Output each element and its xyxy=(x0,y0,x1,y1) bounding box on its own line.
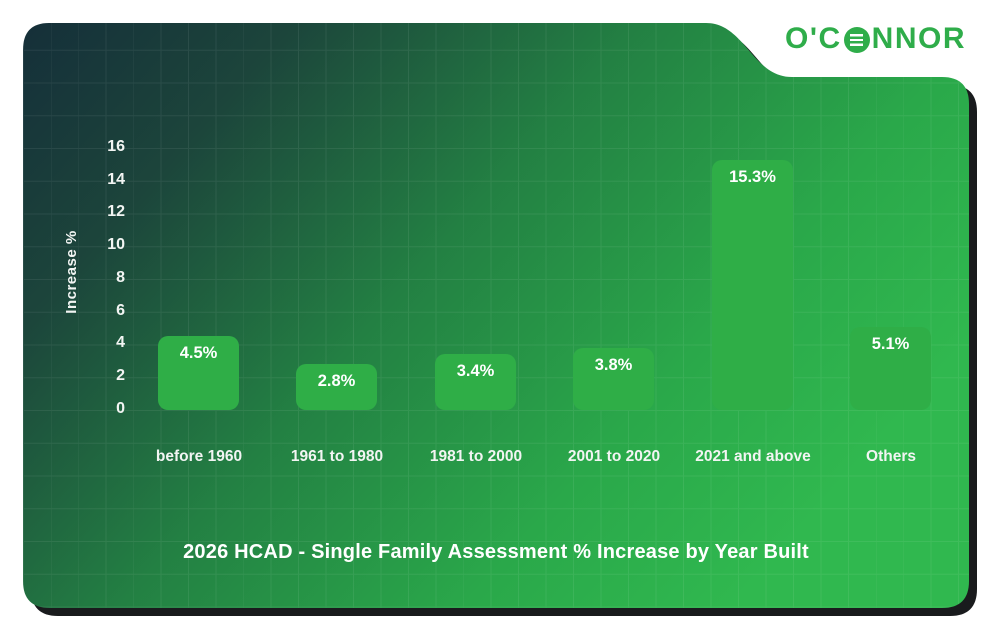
y-tick-14: 14 xyxy=(107,171,125,188)
y-tick-2: 2 xyxy=(116,367,125,384)
x-label-2021-and-above: 2021 and above xyxy=(695,448,811,465)
bar-value-label: 4.5% xyxy=(179,344,218,363)
bar-value-label: 15.3% xyxy=(729,167,776,186)
bar-2001-to-2020: 3.8% xyxy=(573,347,654,410)
x-label-before-1960: before 1960 xyxy=(155,448,243,465)
bar-2021-and-above: 15.3% xyxy=(712,159,793,410)
bar-before-1960: 4.5% xyxy=(158,336,239,410)
logo-striped-o-icon xyxy=(843,27,870,53)
y-tick-16: 16 xyxy=(107,138,125,155)
bar-value-label: 3.8% xyxy=(594,355,633,374)
bar-value-label: 2.8% xyxy=(317,372,356,391)
bar-others: 5.1% xyxy=(850,326,931,410)
bar-1981-to-2000: 3.4% xyxy=(435,354,516,410)
oconnor-logo: O'C NNOR xyxy=(785,20,966,58)
bar-value-label: 5.1% xyxy=(871,334,910,353)
panel-gridlines xyxy=(23,23,969,608)
y-tick-10: 10 xyxy=(107,236,125,253)
x-label-1961-to-1980: 1961 to 1980 xyxy=(290,448,384,465)
bar-1961-to-1980: 2.8% xyxy=(296,364,377,410)
logo-o-stripes xyxy=(850,34,864,46)
x-label-2001-to-2020: 2001 to 2020 xyxy=(567,448,661,465)
logo-text-post: NNOR xyxy=(871,22,966,55)
y-tick-0: 0 xyxy=(116,400,125,417)
y-tick-12: 12 xyxy=(107,203,125,220)
y-tick-8: 8 xyxy=(116,269,125,286)
x-label-others: Others xyxy=(866,448,916,465)
y-tick-4: 4 xyxy=(116,334,125,351)
logo-text-pre: O'C xyxy=(785,22,842,55)
chart-title: 2026 HCAD - Single Family Assessment % I… xyxy=(183,541,809,563)
y-tick-6: 6 xyxy=(116,302,125,319)
bar-value-label: 3.4% xyxy=(456,362,495,381)
x-label-1981-to-2000: 1981 to 2000 xyxy=(429,448,523,465)
